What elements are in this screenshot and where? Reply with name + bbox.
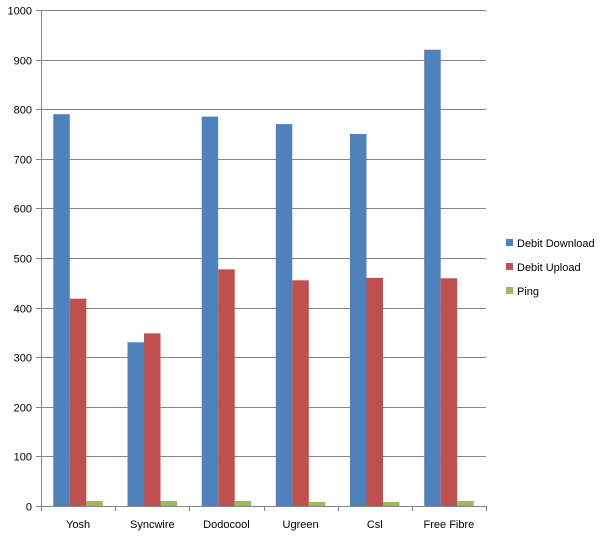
bars: [53, 49, 474, 506]
bar-debit-download: [275, 124, 293, 506]
y-tick-label: 300: [14, 353, 32, 365]
legend-label: Ping: [517, 286, 539, 298]
bar-debit-download: [201, 116, 219, 506]
y-tick-label: 1000: [8, 6, 32, 18]
bar-debit-upload: [144, 333, 161, 506]
bar-ping: [383, 502, 400, 506]
bar-ping: [308, 502, 326, 506]
y-tick-label: 600: [14, 204, 32, 216]
x-tick-label: Ugreen: [283, 519, 319, 531]
y-tick-label: 0: [26, 502, 32, 514]
bar-ping: [160, 501, 177, 506]
bar-debit-download: [127, 342, 144, 506]
y-tick-label: 500: [14, 254, 32, 266]
legend-swatch: [506, 287, 513, 294]
x-tick-label: Yosh: [66, 519, 90, 531]
bar-debit-download: [53, 114, 70, 506]
x-tick-label: Syncwire: [130, 519, 175, 531]
y-tick-label: 900: [14, 56, 32, 68]
bar-ping: [457, 501, 474, 506]
bar-debit-upload: [292, 280, 309, 506]
bar-debit-upload: [440, 278, 458, 506]
y-tick-label: 200: [14, 403, 32, 415]
gridlines: [41, 10, 486, 457]
legend-label: Debit Upload: [517, 262, 581, 274]
y-tick-label: 700: [14, 155, 32, 167]
legend-swatch: [506, 263, 513, 270]
y-tick-label: 800: [14, 105, 32, 117]
bar-debit-download: [350, 134, 367, 506]
y-tick-label: 100: [14, 452, 32, 464]
bar-ping: [86, 501, 103, 506]
bar-debit-upload: [366, 277, 383, 506]
bar-ping: [234, 501, 252, 506]
legend-label: Debit Download: [517, 238, 595, 250]
y-tick-label: 400: [14, 304, 32, 316]
x-axis-ticks: Yosh Syncwire Dodocool Ugreen Csl Free Fibre: [41, 506, 487, 531]
bar-debit-upload: [218, 269, 235, 506]
legend: Debit Download Debit Upload Ping: [506, 238, 595, 298]
x-tick-label: Csl: [367, 519, 383, 531]
x-tick-label: Free Fibre: [424, 519, 475, 531]
bar-debit-upload: [69, 298, 87, 506]
bar-debit-download: [424, 49, 441, 506]
x-tick-label: Dodocool: [203, 519, 249, 531]
y-axis-ticks: 0 100 200 300 400 500 600 700 800 900 1000: [8, 6, 41, 514]
legend-swatch: [506, 239, 513, 246]
